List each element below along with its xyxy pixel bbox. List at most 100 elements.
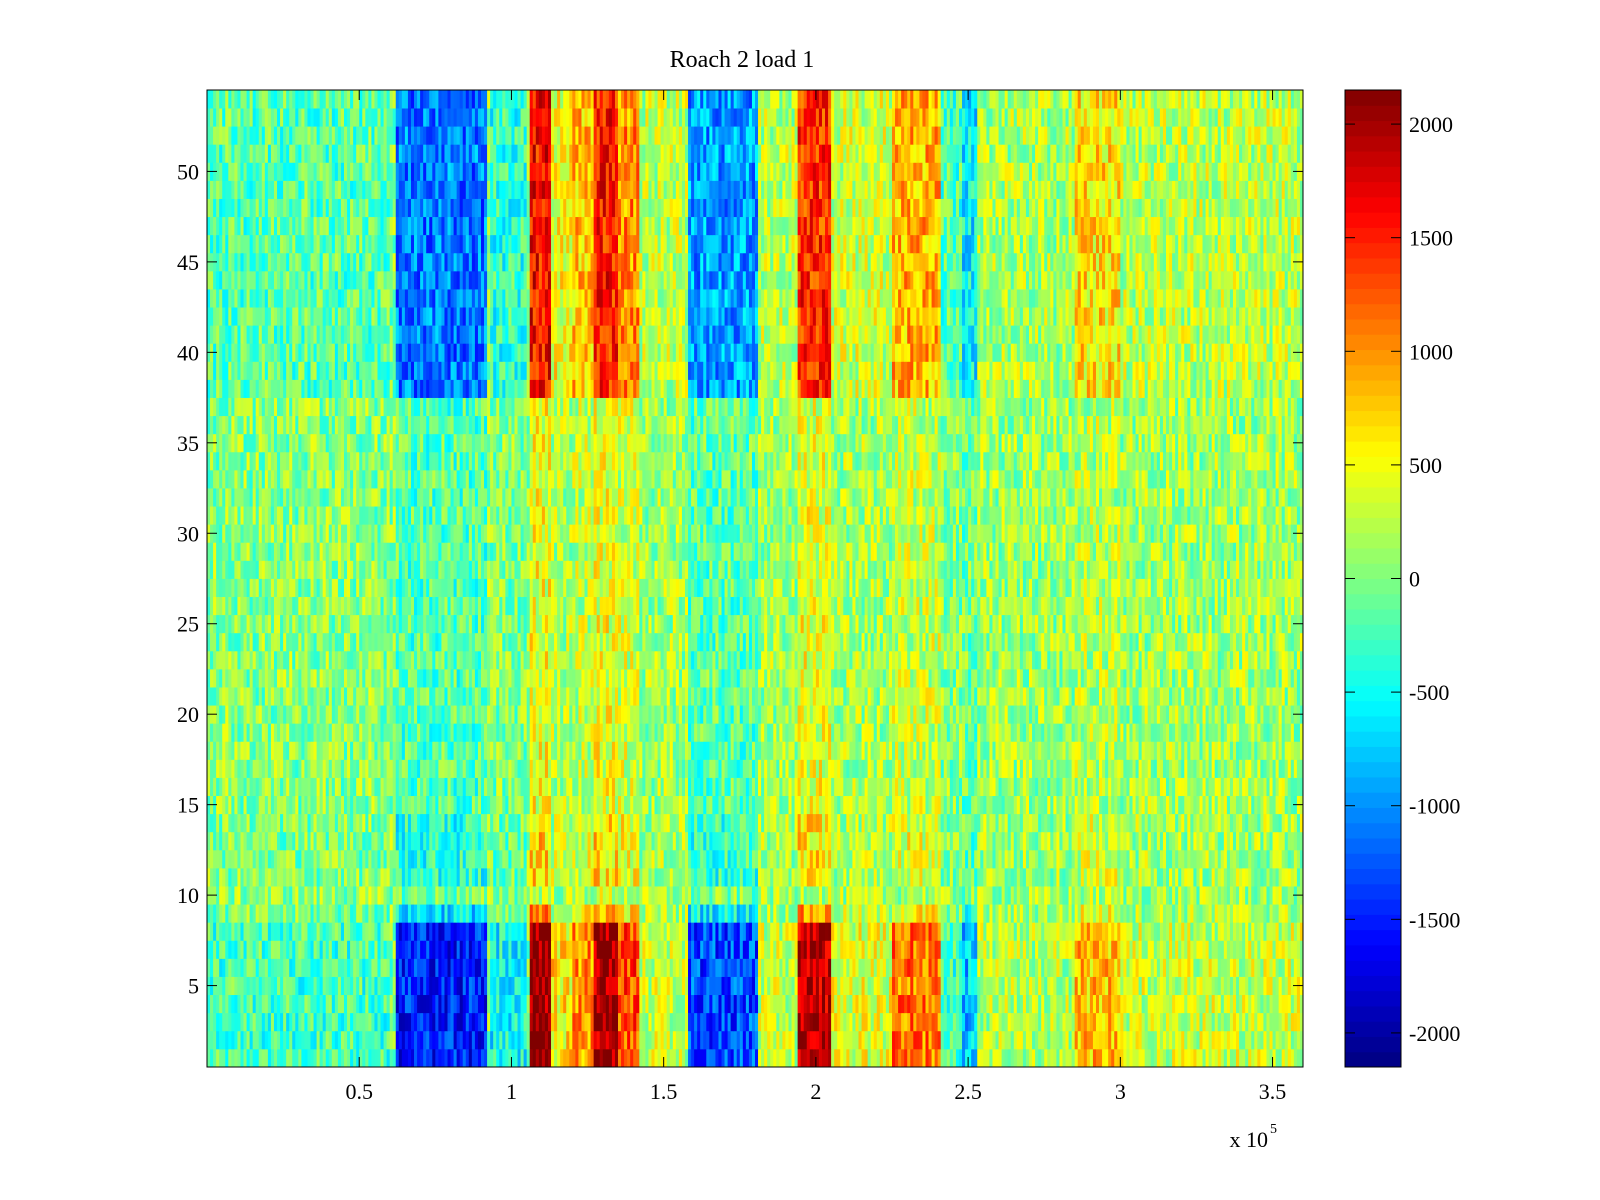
heatmap-cell [1038,813,1042,833]
heatmap-cell [660,922,665,941]
heatmap-cell [776,976,780,996]
heatmap-cell [389,886,394,905]
heatmap-cell [1153,886,1158,905]
heatmap-cell [267,886,272,905]
heatmap-cell [919,922,923,941]
heatmap-cell [1059,886,1063,905]
heatmap-cell [1205,886,1210,905]
heatmap-cell [895,831,899,851]
heatmap-cell [1248,976,1252,996]
heatmap-cell [328,904,333,923]
heatmap-cell [481,831,485,851]
heatmap-cell [934,904,939,923]
heatmap-cell [968,1012,972,1032]
heatmap-cell [818,1012,823,1032]
heatmap-cell [1010,922,1015,941]
heatmap-cell [1269,940,1273,959]
heatmap-cell [1287,1012,1292,1032]
heatmap-cell [228,922,232,941]
heatmap-cell [968,904,972,923]
heatmap-cell [252,831,257,851]
heatmap-cell [895,994,899,1014]
heatmap-cell [867,940,872,959]
heatmap-cell [1190,867,1194,887]
heatmap-cell [715,831,719,851]
heatmap-cell [569,904,573,923]
heatmap-cell [742,904,747,923]
heatmap-cell [490,1012,494,1032]
heatmap-cell [669,904,674,923]
heatmap-cell [350,867,354,887]
heatmap-cell [834,940,838,959]
heatmap-cell [581,867,585,887]
heatmap-cell [520,994,525,1014]
heatmap-cell [879,1030,884,1050]
heatmap-cell [1232,940,1237,959]
heatmap-cell [745,958,750,977]
heatmap-cell [1092,849,1097,869]
heatmap-cell [846,1012,850,1032]
heatmap-cell [843,849,847,869]
heatmap-cell [697,994,701,1014]
heatmap-cell [340,813,345,833]
heatmap-cell [593,849,598,869]
heatmap-cell [532,813,537,833]
heatmap-cell [1077,904,1082,923]
heatmap-cell [691,1048,695,1068]
heatmap-cell [916,867,920,887]
heatmap-cell [529,994,534,1014]
heatmap-cell [1196,904,1200,923]
heatmap-cell [563,813,567,833]
heatmap-cell [1047,1048,1051,1068]
heatmap-cell [876,1048,881,1068]
heatmap-cell [821,831,826,851]
heatmap-cell [1010,831,1015,851]
heatmap-cell [404,976,409,996]
heatmap-cell [898,1012,902,1032]
heatmap-cell [353,831,357,851]
heatmap-cell [551,904,555,923]
heatmap-cell [1223,922,1228,941]
heatmap-cell [843,867,847,887]
heatmap-cell [237,813,241,833]
heatmap-cell [432,958,436,977]
heatmap-cell [761,886,765,905]
heatmap-cell [1120,1012,1124,1032]
heatmap-cell [447,922,451,941]
heatmap-cell [554,813,558,833]
heatmap-cell [1105,940,1109,959]
heatmap-cell [313,1030,317,1050]
heatmap-cell [298,867,302,887]
heatmap-cell [614,886,619,905]
heatmap-cell [1025,813,1030,833]
heatmap-cell [958,886,963,905]
heatmap-cell [1287,831,1292,851]
heatmap-cell [344,886,348,905]
heatmap-cell [392,994,397,1014]
heatmap-cell [837,867,841,887]
heatmap-cell [353,1048,357,1068]
heatmap-cell [888,976,893,996]
heatmap-cell [228,904,232,923]
heatmap-cell [502,922,506,941]
heatmap-cell [319,940,324,959]
heatmap-cell [417,886,421,905]
heatmap-cell [952,994,957,1014]
heatmap-cell [1044,1030,1048,1050]
heatmap-cell [523,813,528,833]
heatmap-cell [453,867,458,887]
heatmap-cell [529,976,534,996]
heatmap-cell [907,1030,911,1050]
heatmap-cell [566,904,570,923]
heatmap-cell [219,1030,223,1050]
heatmap-cell [386,1048,391,1068]
heatmap-cell [684,813,689,833]
heatmap-cell [1129,849,1133,869]
heatmap-cell [1202,831,1206,851]
heatmap-cell [1166,1012,1170,1032]
heatmap-cell [1290,1048,1295,1068]
heatmap-cell [663,1012,668,1032]
heatmap-cell [666,1048,671,1068]
heatmap-cell [611,886,616,905]
heatmap-cell [322,958,327,977]
